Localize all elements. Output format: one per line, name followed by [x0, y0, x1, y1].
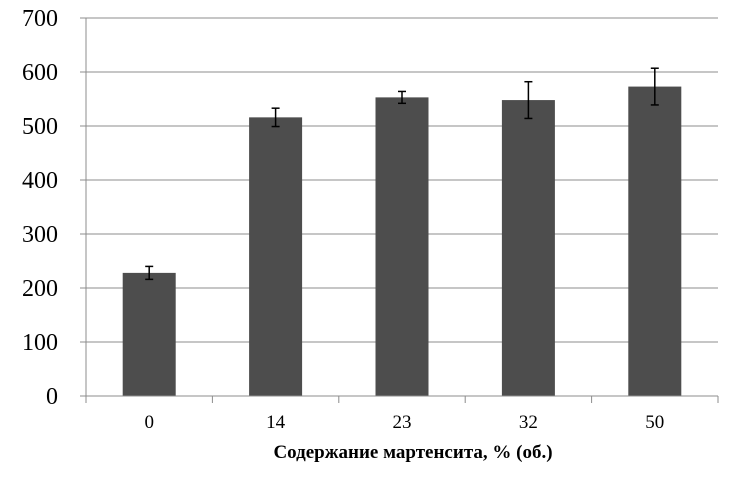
bar: [501, 100, 555, 396]
y-tick-label: 400: [22, 168, 58, 194]
x-tick-label: 0: [144, 412, 154, 433]
y-tick-label: 500: [22, 114, 58, 140]
bars: [122, 86, 682, 397]
y-tick-label: 600: [22, 60, 58, 86]
x-tick-labels: 0 14 23 32 50: [144, 412, 664, 433]
error-bar: [145, 265, 154, 281]
x-tick-label: 32: [519, 412, 538, 433]
x-axis-title: Содержание мартенсита, % (об.): [273, 442, 552, 463]
error-bar: [524, 80, 533, 120]
bar: [249, 117, 303, 397]
y-tick-label: 300: [22, 222, 58, 248]
error-bars: [145, 67, 659, 281]
x-tick-label: 14: [266, 412, 286, 433]
error-bar: [650, 67, 659, 106]
axes: [80, 17, 719, 403]
bar: [628, 86, 682, 396]
y-tick-labels: 0 100 200 300 400 500 600 700: [22, 6, 58, 410]
y-tick-label: 200: [22, 276, 58, 302]
y-tick-label: 100: [22, 330, 58, 356]
bar: [122, 272, 176, 396]
x-tick-label: 50: [645, 412, 664, 433]
error-bar: [271, 107, 280, 128]
x-tick-label: 23: [393, 412, 412, 433]
bar: [375, 97, 429, 396]
y-tick-label: 0: [46, 384, 58, 410]
y-tick-label: 700: [22, 6, 58, 32]
error-bar: [398, 90, 406, 105]
